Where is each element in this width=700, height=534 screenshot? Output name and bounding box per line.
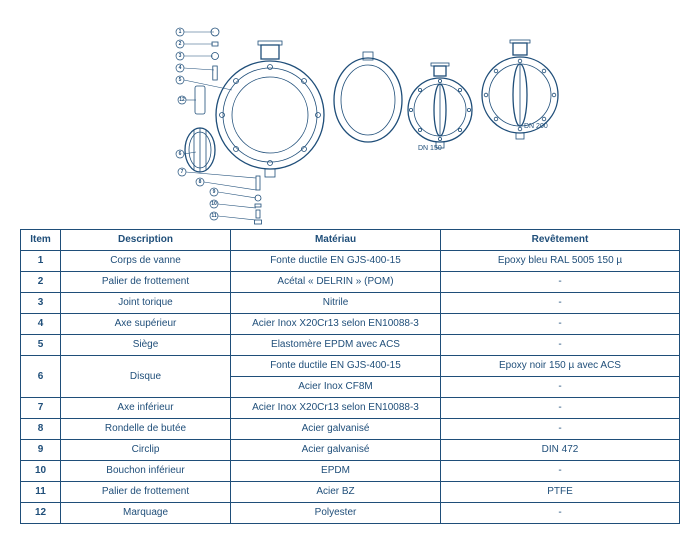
cell-description: Marquage bbox=[61, 503, 231, 524]
svg-text:3: 3 bbox=[179, 53, 182, 59]
svg-text:7: 7 bbox=[181, 169, 184, 175]
cell-item: 10 bbox=[21, 461, 61, 482]
svg-text:4: 4 bbox=[179, 65, 182, 71]
svg-text:12: 12 bbox=[179, 97, 185, 103]
cell-item: 7 bbox=[21, 398, 61, 419]
cell-description: Palier de frottement bbox=[61, 272, 231, 293]
col-materiau: Matériau bbox=[231, 230, 441, 251]
table-row: 6DisqueFonte ductile EN GJS-400-15Epoxy … bbox=[21, 356, 680, 377]
cell-revetement: - bbox=[441, 335, 680, 356]
cell-revetement: Epoxy bleu RAL 5005 150 µ bbox=[441, 251, 680, 272]
cell-revetement: PTFE bbox=[441, 482, 680, 503]
cell-revetement: Epoxy noir 150 µ avec ACS bbox=[441, 356, 680, 377]
cell-description: Palier de frottement bbox=[61, 482, 231, 503]
cell-materiau: Acier BZ bbox=[231, 482, 441, 503]
cell-revetement: - bbox=[441, 293, 680, 314]
cell-materiau: Elastomère EPDM avec ACS bbox=[231, 335, 441, 356]
cell-description: Axe inférieur bbox=[61, 398, 231, 419]
cell-revetement: - bbox=[441, 377, 680, 398]
cell-description: Siège bbox=[61, 335, 231, 356]
table-row: 3Joint toriqueNitrile- bbox=[21, 293, 680, 314]
cell-item: 5 bbox=[21, 335, 61, 356]
cell-item: 12 bbox=[21, 503, 61, 524]
table-row: 11Palier de frottementAcier BZPTFE bbox=[21, 482, 680, 503]
cell-materiau: Acier galvanisé bbox=[231, 440, 441, 461]
table-row: 12MarquagePolyester- bbox=[21, 503, 680, 524]
cell-materiau: Fonte ductile EN GJS-400-15 bbox=[231, 251, 441, 272]
svg-text:8: 8 bbox=[199, 179, 202, 185]
dn200-label: DN 200 bbox=[524, 123, 548, 130]
col-item: Item bbox=[21, 230, 61, 251]
cell-revetement: DIN 472 bbox=[441, 440, 680, 461]
cell-item: 3 bbox=[21, 293, 61, 314]
cell-item: 4 bbox=[21, 314, 61, 335]
cell-revetement: - bbox=[441, 272, 680, 293]
callouts: 123456789101112 bbox=[176, 28, 256, 220]
cell-revetement: - bbox=[441, 398, 680, 419]
exploded-diagram: DN 150 DN 200 123456789101112 bbox=[0, 0, 700, 225]
materials-table: Item Description Matériau Revêtement 1Co… bbox=[20, 229, 680, 524]
cell-revetement: - bbox=[441, 461, 680, 482]
table-row: 1Corps de vanneFonte ductile EN GJS-400-… bbox=[21, 251, 680, 272]
cell-materiau: Fonte ductile EN GJS-400-15 bbox=[231, 356, 441, 377]
cell-item: 8 bbox=[21, 419, 61, 440]
cell-description: Rondelle de butée bbox=[61, 419, 231, 440]
svg-text:9: 9 bbox=[213, 189, 216, 195]
svg-text:11: 11 bbox=[211, 213, 217, 219]
cell-description: Circlip bbox=[61, 440, 231, 461]
cell-materiau: EPDM bbox=[231, 461, 441, 482]
cell-item: 1 bbox=[21, 251, 61, 272]
cell-description: Bouchon inférieur bbox=[61, 461, 231, 482]
table-row: 8Rondelle de butéeAcier galvanisé- bbox=[21, 419, 680, 440]
cell-materiau: Acier Inox X20Cr13 selon EN10088-3 bbox=[231, 398, 441, 419]
cell-description: Axe supérieur bbox=[61, 314, 231, 335]
dn150-label: DN 150 bbox=[418, 145, 442, 152]
table-row: 9CirclipAcier galvaniséDIN 472 bbox=[21, 440, 680, 461]
col-description: Description bbox=[61, 230, 231, 251]
svg-text:6: 6 bbox=[179, 151, 182, 157]
cell-item: 11 bbox=[21, 482, 61, 503]
materials-table-region: Item Description Matériau Revêtement 1Co… bbox=[0, 225, 700, 534]
table-row: 7Axe inférieurAcier Inox X20Cr13 selon E… bbox=[21, 398, 680, 419]
table-row: 2Palier de frottementAcétal « DELRIN » (… bbox=[21, 272, 680, 293]
cell-item: 2 bbox=[21, 272, 61, 293]
cell-materiau: Acier Inox CF8M bbox=[231, 377, 441, 398]
cell-materiau: Polyester bbox=[231, 503, 441, 524]
cell-materiau: Nitrile bbox=[231, 293, 441, 314]
cell-description: Corps de vanne bbox=[61, 251, 231, 272]
cell-materiau: Acétal « DELRIN » (POM) bbox=[231, 272, 441, 293]
cell-revetement: - bbox=[441, 314, 680, 335]
svg-text:5: 5 bbox=[179, 77, 182, 83]
cell-revetement: - bbox=[441, 419, 680, 440]
cell-item: 6 bbox=[21, 356, 61, 398]
col-revetement: Revêtement bbox=[441, 230, 680, 251]
cell-description: Joint torique bbox=[61, 293, 231, 314]
cell-materiau: Acier galvanisé bbox=[231, 419, 441, 440]
svg-text:10: 10 bbox=[211, 201, 217, 207]
cell-description: Disque bbox=[61, 356, 231, 398]
table-row: 10Bouchon inférieurEPDM- bbox=[21, 461, 680, 482]
svg-text:1: 1 bbox=[179, 29, 182, 35]
table-row: 5SiègeElastomère EPDM avec ACS- bbox=[21, 335, 680, 356]
cell-revetement: - bbox=[441, 503, 680, 524]
cell-materiau: Acier Inox X20Cr13 selon EN10088-3 bbox=[231, 314, 441, 335]
table-row: 4Axe supérieurAcier Inox X20Cr13 selon E… bbox=[21, 314, 680, 335]
table-header-row: Item Description Matériau Revêtement bbox=[21, 230, 680, 251]
svg-text:2: 2 bbox=[179, 41, 182, 47]
cell-item: 9 bbox=[21, 440, 61, 461]
